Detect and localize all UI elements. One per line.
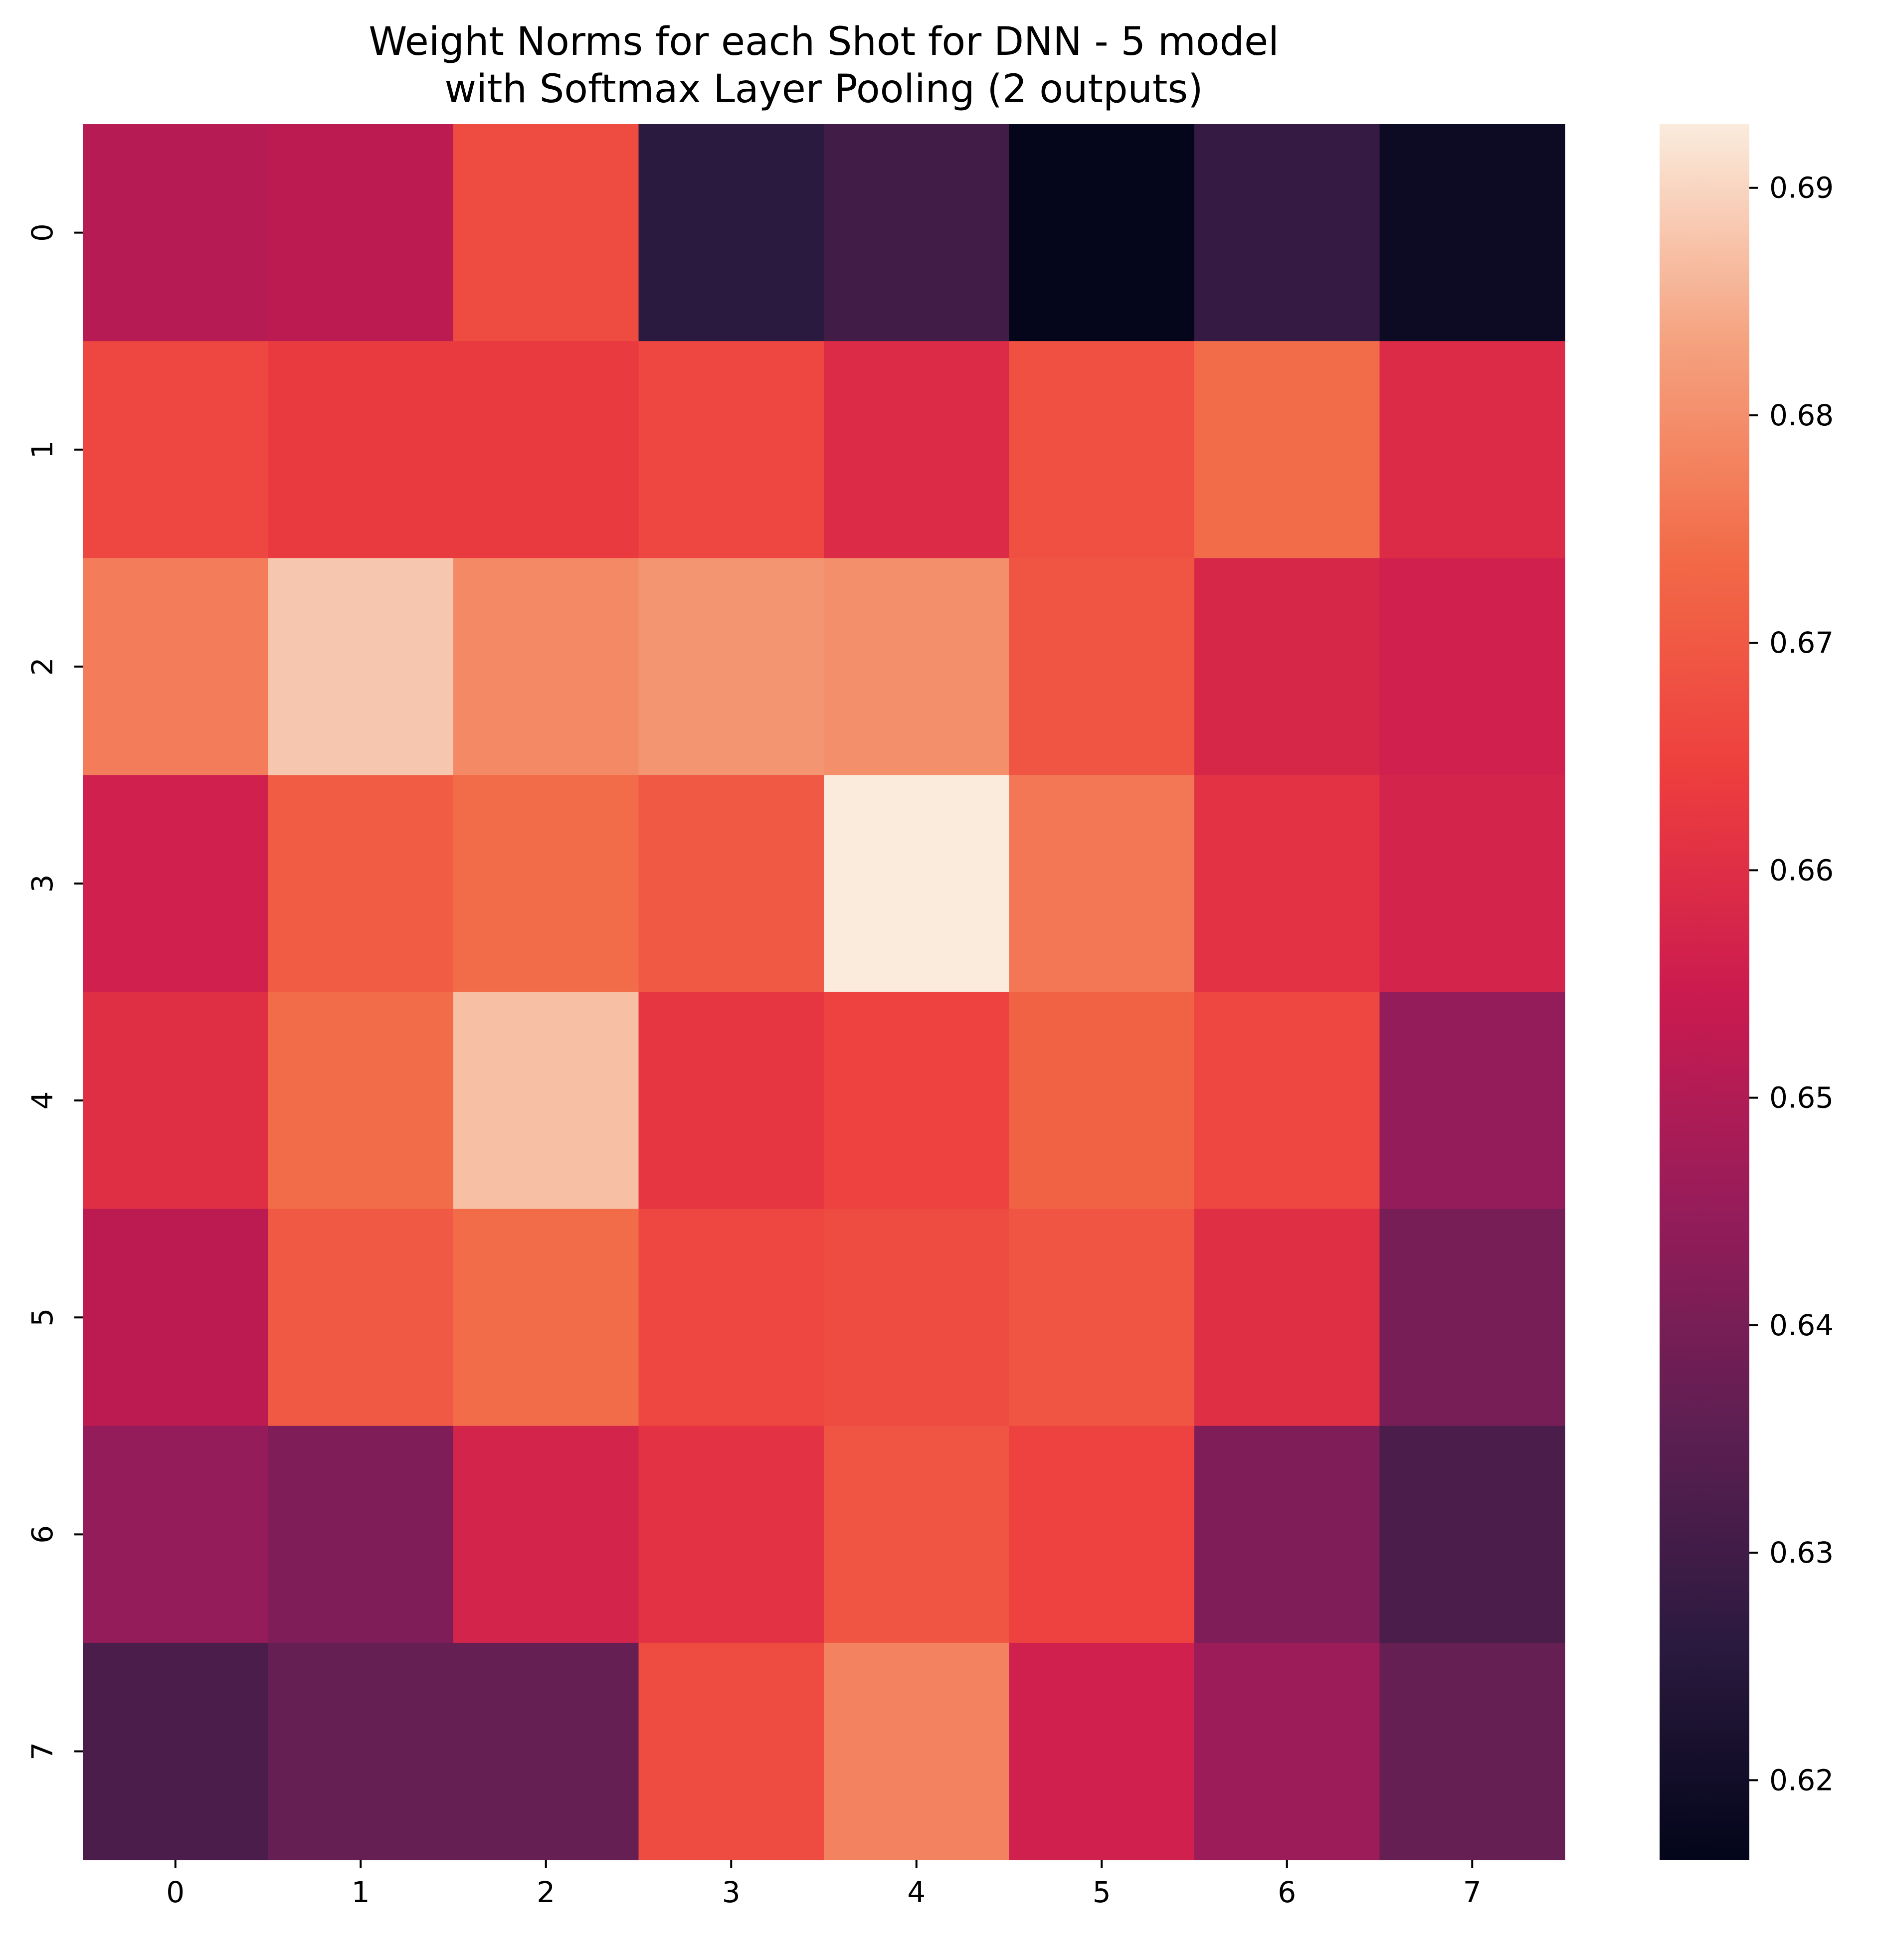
x-axis: 0 1 2 3 4 5 6 7 [166, 1860, 1482, 1909]
heatmap-cell-r6-c3 [638, 1425, 824, 1643]
heatmap-cell-r5-c4 [824, 1209, 1010, 1426]
x-tick-label: 1 [352, 1875, 370, 1909]
heatmap-cell-r1-c4 [824, 341, 1010, 558]
heatmap-cell-r3-c1 [268, 775, 454, 993]
heatmap-cell-r7-c4 [824, 1642, 1010, 1860]
colorbar-tick-label: 0.69 [1769, 171, 1834, 205]
heatmap-cell-r1-c2 [453, 341, 639, 558]
heatmap-cell-r0-c0 [83, 124, 269, 342]
x-tick-label: 5 [1093, 1875, 1111, 1909]
heatmap-cell-r2-c1 [268, 558, 454, 775]
heatmap-cell-r4-c1 [268, 992, 454, 1210]
colorbar-tick-label: 0.65 [1769, 1081, 1834, 1115]
colorbar-axis: 0.62 0.63 0.64 0.65 0.66 0.67 0.68 0.69 [1749, 171, 1834, 1797]
heatmap-cell-r2-c4 [824, 558, 1010, 775]
heatmap-cell-r6-c0 [83, 1425, 269, 1643]
heatmap-cell-r1-c6 [1194, 341, 1380, 558]
heatmap-cell-r5-c5 [1009, 1209, 1195, 1426]
x-tick-label: 6 [1278, 1875, 1296, 1909]
heatmap-cell-r2-c7 [1379, 558, 1565, 775]
heatmap-cell-r4-c6 [1194, 992, 1380, 1210]
heatmap-cell-r3-c6 [1194, 775, 1380, 993]
heatmap-cell-r3-c7 [1379, 775, 1565, 993]
heatmap-cell-r3-c0 [83, 775, 269, 993]
heatmap-cell-r4-c3 [638, 992, 824, 1210]
heatmap-cell-r3-c3 [638, 775, 824, 993]
heatmap-cell-r6-c6 [1194, 1425, 1380, 1643]
chart-title-line-1: Weight Norms for each Shot for DNN - 5 m… [369, 19, 1279, 64]
heatmap-cell-r3-c5 [1009, 775, 1195, 993]
heatmap-cells [83, 124, 1565, 1860]
heatmap-cell-r6-c7 [1379, 1425, 1565, 1643]
colorbar [1660, 124, 1749, 1860]
chart-title-line-2: with Softmax Layer Pooling (2 outputs) [444, 67, 1203, 112]
heatmap-cell-r1-c3 [638, 341, 824, 558]
x-tick-label: 0 [166, 1875, 185, 1909]
heatmap-cell-r1-c0 [83, 341, 269, 558]
heatmap-cell-r2-c6 [1194, 558, 1380, 775]
heatmap-cell-r4-c5 [1009, 992, 1195, 1210]
heatmap-cell-r0-c7 [1379, 124, 1565, 342]
heatmap-cell-r7-c7 [1379, 1642, 1565, 1860]
heatmap-cell-r7-c3 [638, 1642, 824, 1860]
heatmap-cell-r4-c4 [824, 992, 1010, 1210]
x-tick-label: 2 [537, 1875, 555, 1909]
heatmap-cell-r0-c2 [453, 124, 639, 342]
heatmap-cell-r6-c2 [453, 1425, 639, 1643]
heatmap-cell-r0-c5 [1009, 124, 1195, 342]
heatmap-cell-r5-c6 [1194, 1209, 1380, 1426]
x-tick-label: 3 [722, 1875, 741, 1909]
colorbar-tick-label: 0.63 [1769, 1536, 1834, 1570]
heatmap-cell-r1-c7 [1379, 341, 1565, 558]
y-tick-label: 0 [25, 223, 59, 242]
heatmap-cell-r5-c7 [1379, 1209, 1565, 1426]
heatmap-cell-r7-c5 [1009, 1642, 1195, 1860]
heatmap-cell-r2-c3 [638, 558, 824, 775]
y-tick-label: 7 [25, 1742, 59, 1761]
heatmap-cell-r1-c1 [268, 341, 454, 558]
x-tick-label: 4 [907, 1875, 926, 1909]
heatmap-cell-r6-c1 [268, 1425, 454, 1643]
heatmap-cell-r3-c4 [824, 775, 1010, 993]
y-tick-label: 1 [25, 440, 59, 459]
heatmap-cell-r5-c1 [268, 1209, 454, 1426]
heatmap-cell-r5-c3 [638, 1209, 824, 1426]
heatmap-cell-r2-c2 [453, 558, 639, 775]
heatmap-cell-r2-c0 [83, 558, 269, 775]
y-tick-label: 3 [25, 874, 59, 892]
heatmap-cell-r0-c6 [1194, 124, 1380, 342]
heatmap-cell-r5-c2 [453, 1209, 639, 1426]
heatmap-cell-r4-c0 [83, 992, 269, 1210]
heatmap-cell-r4-c7 [1379, 992, 1565, 1210]
y-tick-label: 4 [25, 1091, 59, 1110]
heatmap-cell-r1-c5 [1009, 341, 1195, 558]
x-tick-label: 7 [1463, 1875, 1482, 1909]
heatmap-cell-r0-c1 [268, 124, 454, 342]
heatmap-cell-r7-c1 [268, 1642, 454, 1860]
colorbar-tick-label: 0.66 [1769, 853, 1834, 887]
y-tick-label: 2 [25, 657, 59, 676]
heatmap-cell-r7-c0 [83, 1642, 269, 1860]
heatmap-cell-r5-c0 [83, 1209, 269, 1426]
heatmap-cell-r7-c2 [453, 1642, 639, 1860]
heatmap-cell-r7-c6 [1194, 1642, 1380, 1860]
y-axis: 0 1 2 3 4 5 6 7 [25, 223, 83, 1761]
heatmap-cell-r0-c4 [824, 124, 1010, 342]
heatmap-cell-r0-c3 [638, 124, 824, 342]
colorbar-tick-label: 0.68 [1769, 398, 1834, 432]
heatmap-cell-r3-c2 [453, 775, 639, 993]
colorbar-tick-label: 0.67 [1769, 626, 1834, 660]
heatmap-cell-r6-c4 [824, 1425, 1010, 1643]
y-tick-label: 5 [25, 1308, 59, 1327]
colorbar-tick-label: 0.64 [1769, 1308, 1834, 1342]
heatmap-cell-r4-c2 [453, 992, 639, 1210]
heatmap-cell-r6-c5 [1009, 1425, 1195, 1643]
y-tick-label: 6 [25, 1525, 59, 1544]
colorbar-tick-label: 0.62 [1769, 1763, 1834, 1797]
heatmap-cell-r2-c5 [1009, 558, 1195, 775]
